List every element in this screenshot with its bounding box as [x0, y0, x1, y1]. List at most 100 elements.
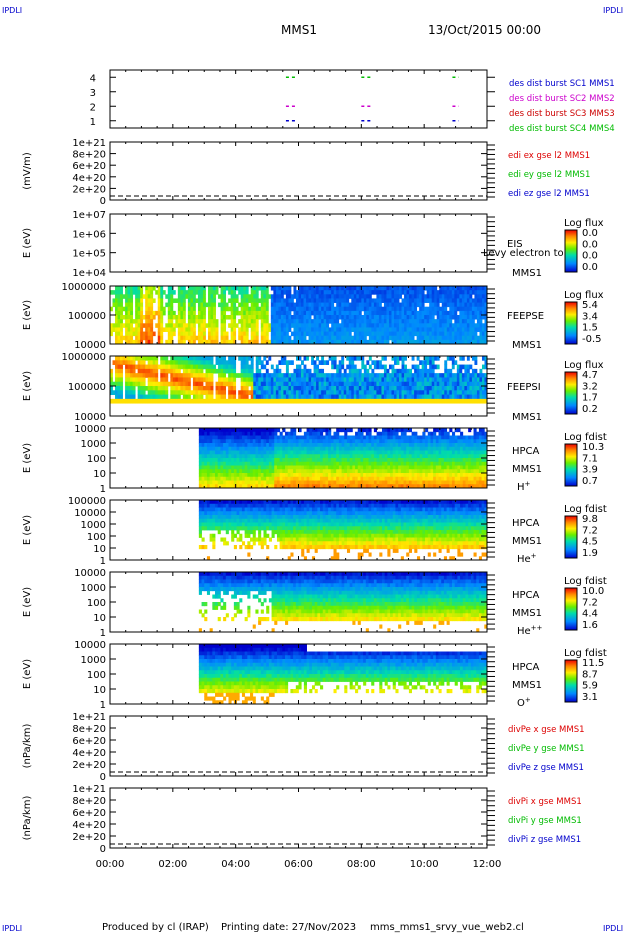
- hpca-h-plus-cell: [276, 476, 281, 481]
- feeps-electrons-cell: [235, 323, 239, 328]
- feeps-ions-cell: [152, 373, 156, 378]
- feeps-ions-cell: [376, 364, 380, 370]
- feeps-electrons-cell: [456, 331, 460, 337]
- feeps-ions-cell: [160, 398, 164, 404]
- feeps-ions-cell: [321, 360, 325, 365]
- feeps-ions-cell: [160, 390, 164, 395]
- feeps-electrons-cell: [341, 298, 345, 303]
- hpca-h-plus-cell: [306, 450, 310, 455]
- hpca-h-plus-cell: [285, 454, 289, 459]
- feeps-electrons-cell: [431, 327, 435, 332]
- feeps-electrons-cell: [449, 286, 453, 291]
- feeps-electrons-cell: [381, 310, 385, 316]
- hpca-h-plus-cell: [414, 458, 418, 463]
- feeps-electrons-cell: [476, 310, 480, 316]
- feeps-electrons-cell: [140, 302, 144, 308]
- feeps-ions-cell: [318, 386, 322, 391]
- feeps-electrons-cell: [295, 339, 299, 345]
- feeps-electrons-cell: [125, 339, 128, 345]
- feeps-ions-cell: [245, 386, 249, 391]
- feeps-electrons-cell: [245, 339, 249, 345]
- feeps-electrons-cell: [414, 327, 418, 332]
- feeps-ions-cell: [476, 394, 480, 400]
- feeps-electrons-cell: [346, 302, 350, 308]
- feeps-ions-cell: [376, 381, 380, 387]
- feeps-electrons-cell: [466, 327, 470, 332]
- feeps-ions-cell: [288, 377, 292, 383]
- hpca-h-plus-cell: [236, 435, 240, 440]
- feeps-ions-cell: [351, 381, 355, 387]
- hpca-h-plus-cell: [419, 484, 423, 489]
- hpca-h-plus-cell: [341, 446, 345, 451]
- hpca-h-plus-cell: [338, 435, 342, 440]
- feeps-electrons-cell: [399, 315, 402, 320]
- feeps-electrons-cell: [215, 286, 219, 291]
- feeps-ions-cell: [429, 373, 433, 378]
- hpca-h-plus-cell: [285, 458, 289, 463]
- feeps-ions-cell: [278, 360, 282, 365]
- hpca-h-plus-cell: [215, 484, 219, 489]
- hpca-h-plus-cell: [228, 435, 232, 440]
- hpca-h-plus-cell: [206, 428, 211, 433]
- hpca-h-plus-cell: [365, 476, 369, 481]
- feeps-electrons-cell: [436, 298, 440, 303]
- feeps-electrons-ytick-label: 100000: [68, 311, 106, 322]
- feeps-ions-cell: [155, 377, 159, 383]
- feeps-electrons-cell: [160, 315, 164, 320]
- feeps-ions-cell: [140, 360, 144, 365]
- feeps-electrons-cell: [411, 339, 415, 345]
- feeps-ions-cell: [298, 368, 302, 374]
- feeps-electrons-cell: [230, 302, 234, 308]
- hpca-h-plus-cell: [392, 480, 396, 485]
- hpca-h-plus-cell: [381, 443, 386, 448]
- hpca-h-plus-cell: [206, 476, 211, 481]
- feeps-electrons-cell: [404, 327, 407, 332]
- feeps-electrons-cell: [328, 310, 332, 316]
- feeps-electrons-cell: [308, 306, 312, 312]
- feeps-ions-cell: [202, 356, 206, 361]
- feeps-ions-cell: [175, 394, 179, 400]
- feeps-ions-cell: [419, 381, 423, 387]
- hpca-h-plus-cell: [287, 469, 291, 474]
- feeps-electrons-cell: [127, 310, 131, 316]
- feeps-ions-cell: [323, 373, 327, 378]
- feeps-electrons-cell: [243, 306, 247, 312]
- feeps-electrons-cell: [481, 327, 485, 332]
- hpca-h-plus-cell: [325, 428, 329, 433]
- hpca-h-plus-cell: [395, 473, 399, 478]
- hpca-h-plus-cell: [293, 469, 297, 474]
- hpca-h-plus-cell: [398, 465, 402, 470]
- feeps-electrons-cell: [368, 286, 372, 291]
- hpca-h-plus-cell: [425, 454, 429, 459]
- hpca-h-plus-cell: [419, 446, 423, 451]
- feeps-electrons-cell: [378, 302, 382, 308]
- feeps-electrons-cell: [130, 335, 134, 341]
- feeps-ions-cell: [220, 381, 224, 387]
- hpca-h-plus-cell: [198, 473, 202, 478]
- hpca-h-plus-cell: [274, 431, 278, 436]
- feeps-ions-cell: [394, 394, 397, 400]
- hpca-h-plus-cell: [198, 469, 202, 474]
- feeps-electrons-cell: [177, 331, 181, 337]
- hpca-h-plus-cell: [363, 435, 367, 440]
- feeps-electrons-cell: [366, 310, 370, 316]
- hpca-h-plus-cell: [411, 450, 415, 455]
- feeps-ions-cell: [313, 373, 317, 378]
- hpca-h-plus-cell: [268, 461, 272, 466]
- feeps-ions-cell: [449, 368, 453, 374]
- feeps-electrons-cell: [346, 327, 350, 332]
- feeps-electrons-cell: [135, 290, 139, 295]
- hpca-h-plus-cell: [301, 476, 305, 481]
- hpca-h-plus-cell: [408, 461, 412, 466]
- feeps-ions-cell: [303, 368, 307, 374]
- feeps-ions-cell: [419, 373, 423, 378]
- hpca-h-plus-cell: [271, 446, 275, 451]
- feeps-ions-cell: [366, 390, 370, 395]
- feeps-ions-cell: [255, 360, 259, 365]
- feeps-ions-cell: [471, 356, 475, 361]
- feeps-ions-cell: [245, 360, 249, 365]
- feeps-ions-cell: [260, 364, 264, 370]
- hpca-h-plus-cell: [425, 428, 429, 433]
- hpca-h-plus-cell: [387, 443, 391, 448]
- feeps-electrons-cell: [474, 339, 478, 345]
